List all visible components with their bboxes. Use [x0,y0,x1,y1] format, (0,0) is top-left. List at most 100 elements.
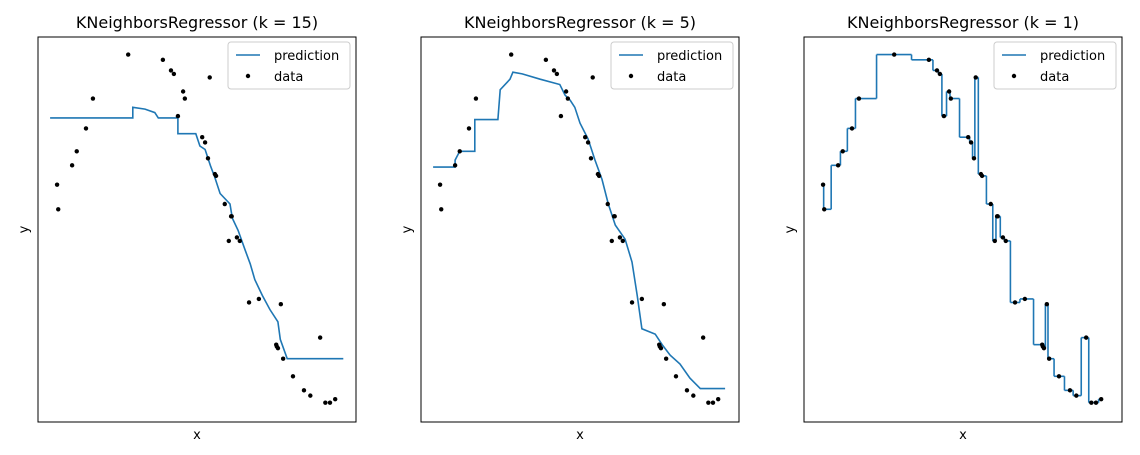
data-point [205,156,211,161]
legend-label: prediction [657,49,722,64]
legend-box [227,41,351,90]
data-point [508,52,514,57]
prediction-line [50,106,344,360]
axes-frame [37,36,357,423]
chart-title: KNeighborsRegressor (k = 15) [76,13,318,32]
data-point [275,345,281,351]
data-point [83,126,89,131]
data-point [691,393,696,398]
legend-box [610,41,734,90]
prediction-line [433,71,726,390]
data-point [207,75,212,80]
data-point [617,235,623,240]
data-point [171,71,177,77]
data-point [301,388,307,393]
data-point [180,89,186,94]
data-point [69,163,75,168]
data-point [663,356,669,361]
data-point [840,149,845,154]
chart-title: KNeighborsRegressor (k = 1) [847,13,1079,32]
data-point [439,207,444,212]
data-point [715,396,721,402]
data-point [246,300,252,305]
data-point [585,140,591,145]
data-point [202,140,208,145]
data-point [948,96,954,101]
data-point [473,96,479,101]
data-point [290,374,296,379]
data-point [988,201,993,207]
data-point [926,57,932,63]
subplot: KNeighborsRegressor (k = 1) x y prediction d… [783,13,1123,443]
data-point [673,374,679,379]
data-point [237,238,242,244]
data-point [612,214,617,219]
subplot: KNeighborsRegressor (k = 15) x y prediction… [17,13,357,443]
data-point [317,335,323,340]
data-point [639,296,645,302]
data-point [323,400,328,405]
data-point [973,75,978,80]
data-point [200,135,205,140]
x-axis-label: x [959,428,967,443]
data-point [822,207,827,212]
data-point [125,52,131,57]
data-point [1083,335,1089,340]
data-point [588,156,594,161]
data-point [1046,356,1052,361]
data-point [934,68,940,73]
data-point [661,302,667,307]
data-point [979,173,985,179]
data-point [278,302,284,307]
data-point [1041,345,1047,351]
data-point [182,96,188,101]
data-point [706,400,711,405]
y-axis-label: y [17,225,32,233]
data-point [971,156,977,161]
data-point [620,238,625,244]
data-point [332,396,338,402]
data-point [1056,374,1062,379]
chart-title: KNeighborsRegressor (k = 5) [464,13,696,32]
data-point [605,201,610,207]
data-point [457,149,462,154]
legend-box [993,41,1117,90]
data-point [1098,396,1104,402]
data-point [452,163,458,168]
axes-frame [420,36,740,423]
data-point [658,345,664,351]
data-point [175,113,181,119]
data-point [941,113,947,119]
data-point [160,57,166,63]
data-point [966,135,971,140]
legend-label: prediction [274,49,339,64]
data-point [1003,238,1008,244]
data-point [256,296,262,302]
legend-marker [628,73,634,79]
y-axis-label: y [783,225,798,233]
data-point [1067,388,1073,393]
data-point [558,113,564,119]
data-point [222,201,227,207]
y-axis-label: y [400,225,415,233]
legend-label: prediction [1040,49,1105,64]
data-point [856,96,862,101]
data-point [234,235,240,240]
data-point [1093,400,1099,405]
data-point [280,356,286,361]
data-point [1044,302,1050,307]
data-point [56,207,61,212]
data-point [596,173,602,179]
data-point [308,393,313,398]
data-point [992,238,997,244]
legend-label: data [657,70,686,85]
data-point [968,140,974,145]
data-point [995,214,1000,219]
x-axis-label: x [576,428,584,443]
data-point [583,135,588,140]
data-point [700,335,706,340]
data-point [229,214,234,219]
data-point [684,388,690,393]
subplot: KNeighborsRegressor (k = 5) x y prediction d… [400,13,740,443]
